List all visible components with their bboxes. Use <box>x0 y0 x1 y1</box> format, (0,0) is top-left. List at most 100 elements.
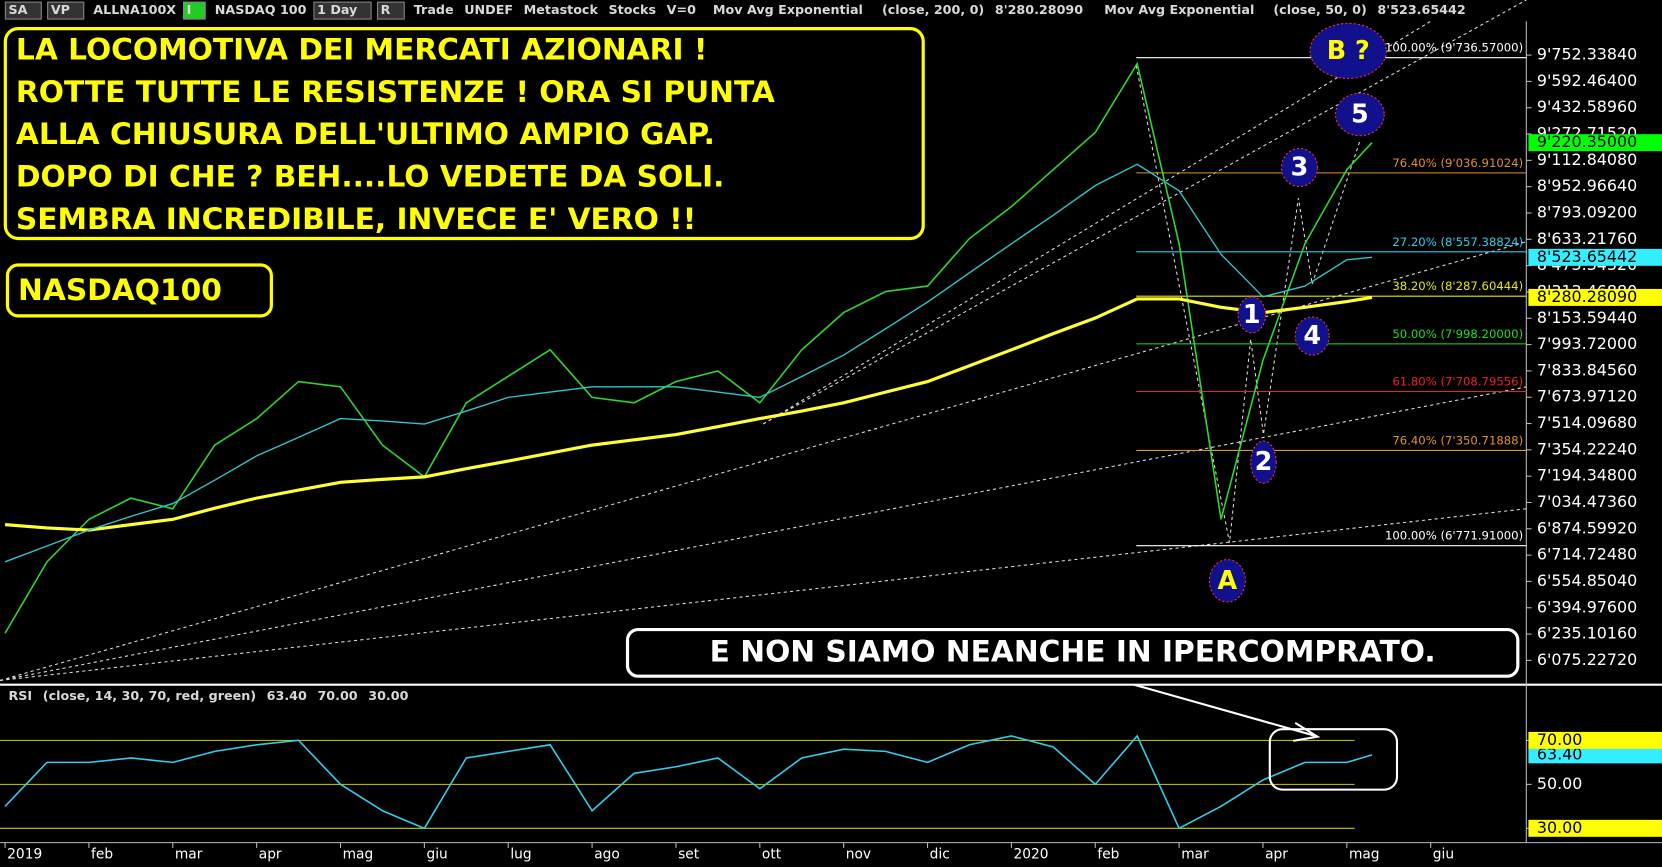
toolbar-item: Metastock <box>524 2 599 17</box>
index-name: NASDAQ100 <box>18 272 222 307</box>
toolbar-item: 1 Day <box>317 2 358 17</box>
y-tick-label: 9'592.46400 <box>1537 71 1637 90</box>
wave-label: 4 <box>1303 320 1321 350</box>
x-tick-label: mar <box>1181 846 1209 862</box>
fib-label: 61.80% (7'708.79556) <box>1392 374 1523 388</box>
trend-line <box>0 241 1527 681</box>
level-box-label: 70.00 <box>1537 730 1582 749</box>
trend-line <box>762 0 1527 425</box>
toolbar-item: Mov Avg Exponential <box>1104 2 1254 17</box>
rsi-header-item: 63.40 <box>267 688 307 703</box>
toolbar-button <box>182 1 206 20</box>
y-tick-label: 9'432.58960 <box>1537 97 1637 116</box>
wave-marker <box>1250 440 1277 484</box>
series-line <box>4 61 1373 634</box>
y-tick-label: 6'714.72480 <box>1537 545 1637 564</box>
toolbar-item: Mov Avg Exponential <box>713 2 863 17</box>
fib-label: 27.20% (8'557.38824) <box>1392 235 1523 249</box>
wave-label: B ? <box>1327 35 1370 65</box>
headline: SEMBRA INCREDIBILE, INVECE E' VERO !! <box>16 201 696 236</box>
toolbar-item: V=0 <box>667 2 696 17</box>
index-box <box>5 263 273 318</box>
level-box <box>1528 819 1662 837</box>
y-tick-label: 50.00 <box>1537 774 1582 793</box>
y-tick-label: 7'514.09680 <box>1537 413 1637 432</box>
toolbar-item: 8'280.28090 <box>995 2 1083 17</box>
headline: ALLA CHIUSURA DELL'ULTIMO AMPIO GAP. <box>16 116 715 151</box>
x-tick-label: ago <box>594 846 620 862</box>
wave-label: 5 <box>1351 99 1369 129</box>
series-line <box>4 734 1373 830</box>
trend-line <box>762 20 1432 425</box>
x-tick-label: lug <box>510 846 531 862</box>
x-tick-label: giu <box>426 846 447 862</box>
y-tick-label: 8'153.59440 <box>1537 308 1637 327</box>
trend-line <box>0 386 1527 681</box>
callout: E NON SIAMO NEANCHE IN IPERCOMPRATO. <box>710 633 1436 668</box>
fib-label: 76.40% (7'350.71888) <box>1392 433 1523 447</box>
last-value-label: 9'220.35000 <box>1537 132 1637 151</box>
x-tick-label: 2019 <box>7 846 42 862</box>
toolbar-item: SA <box>9 2 28 17</box>
toolbar-item: UNDEF <box>464 2 513 17</box>
headline: ROTTE TUTTE LE RESISTENZE ! ORA SI PUNTA <box>16 74 775 109</box>
toolbar-item: (close, 50, 0) <box>1273 2 1366 17</box>
x-tick-label: mar <box>175 846 203 862</box>
rsi-header-item: (close, 14, 30, 70, red, green) <box>43 688 256 703</box>
toolbar-item: VP <box>51 2 70 17</box>
x-tick-label: 2020 <box>1014 846 1049 862</box>
toolbar-button <box>4 1 42 20</box>
y-tick-label: 6'235.10160 <box>1537 624 1637 643</box>
toolbar-item: 8'523.65442 <box>1377 2 1465 17</box>
wave-marker <box>1309 22 1387 79</box>
toolbar: SA VP ALLNA100X I NASDAQ 100 1 Day R Trade UNDEF… <box>4 1 1466 20</box>
y-tick-label: 8'793.09200 <box>1537 202 1637 221</box>
x-tick-label: giu <box>1433 846 1454 862</box>
wave-labels: A B ? 1 2 3 4 5 <box>1208 22 1387 603</box>
y-tick-label: 6'075.22720 <box>1537 650 1637 669</box>
wave-marker <box>1280 147 1319 188</box>
y-tick-label: 6'554.85040 <box>1537 571 1637 590</box>
last-value-label: 8'280.28090 <box>1537 287 1637 306</box>
y-tick-label: 7'993.72000 <box>1537 334 1637 353</box>
rsi-header-item: 70.00 <box>317 688 357 703</box>
headline: DOPO DI CHE ? BEH....LO VEDETE DA SOLI. <box>16 159 724 194</box>
fib-label: 76.40% (9'036.91024) <box>1392 156 1523 170</box>
wave-label: 3 <box>1291 152 1309 182</box>
last-value-box <box>1528 134 1662 152</box>
toolbar-item: ALLNA100X <box>93 2 176 17</box>
y-tick-label: 9'112.84080 <box>1537 150 1637 169</box>
y-tick-label: 8'952.96640 <box>1537 176 1637 195</box>
toolbar-item: (close, 200, 0) <box>882 2 984 17</box>
wave-marker <box>1208 559 1246 603</box>
x-tick-label: mag <box>343 846 374 862</box>
y-tick-label: 7'673.97120 <box>1537 387 1637 406</box>
rsi-highlight <box>1268 728 1399 791</box>
toolbar-item: R <box>381 2 391 17</box>
rsi-header-item: RSI <box>9 688 33 703</box>
last-value-box <box>1528 746 1662 764</box>
last-value-box <box>1528 288 1662 306</box>
last-value-box <box>1528 248 1662 266</box>
toolbar-item: NASDAQ 100 <box>215 2 307 17</box>
x-tick-label: ott <box>762 846 782 862</box>
toolbar-button <box>376 1 405 20</box>
x-tick-label: apr <box>1265 846 1288 862</box>
last-value-label: 63.40 <box>1537 744 1582 763</box>
toolbar-item: I <box>187 2 192 17</box>
trend-lines <box>0 0 1527 681</box>
rsi-chart: RSI (close, 14, 30, 70, red, green) 63.40 7… <box>0 688 1662 837</box>
x-tick-label: dic <box>930 846 950 862</box>
y-tick-label: 7'354.22240 <box>1537 439 1637 458</box>
rsi-header-item: 30.00 <box>368 688 408 703</box>
trend-line <box>0 508 1527 681</box>
fib-label: 100.00% (6'771.91000) <box>1385 529 1523 543</box>
callout-box <box>625 627 1520 678</box>
toolbar-button <box>47 1 85 20</box>
x-tick-label: apr <box>259 846 282 862</box>
toolbar-item: Stocks <box>609 2 657 17</box>
y-tick-label: 7'833.84560 <box>1537 360 1637 379</box>
x-tick-label: nov <box>846 846 871 862</box>
toolbar-item: Trade <box>414 2 454 17</box>
wave-label: 2 <box>1255 446 1273 476</box>
